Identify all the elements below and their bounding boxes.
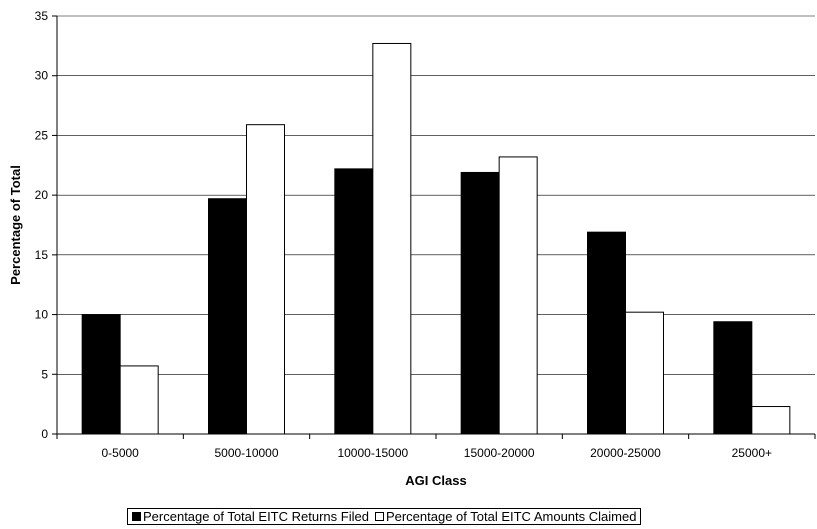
y-tick-label: 0	[41, 427, 48, 441]
y-axis-title: Percentage of Total	[8, 165, 23, 285]
x-tick-label: 0-5000	[101, 446, 139, 460]
legend-item-amounts: Percentage of Total EITC Amounts Claimed	[374, 509, 637, 524]
y-tick-label: 20	[35, 188, 49, 202]
legend-item-returns: Percentage of Total EITC Returns Filed	[132, 509, 369, 524]
x-axis-title: AGI Class	[405, 473, 466, 488]
bar-amounts-claimed	[119, 365, 159, 435]
x-tick-label: 25000+	[732, 446, 772, 460]
bar-returns-filed	[81, 314, 121, 435]
y-tick-label: 25	[35, 128, 49, 142]
legend-label-amounts: Percentage of Total EITC Amounts Claimed	[385, 509, 637, 524]
y-tick-label: 35	[35, 9, 49, 23]
legend-swatch-amounts	[374, 512, 384, 521]
legend: Percentage of Total EITC Returns Filed P…	[127, 508, 642, 525]
bar-returns-filed	[713, 321, 753, 435]
x-tick-label: 15000-20000	[464, 446, 535, 460]
bar-returns-filed	[587, 231, 626, 435]
x-axis-ticks: 0-5000 5000-10000 10000-15000 15000-20000 20…	[56, 434, 816, 460]
bar-returns-filed	[334, 168, 374, 435]
bar-amounts-claimed	[751, 406, 791, 435]
y-tick-label: 10	[35, 308, 49, 322]
bar-amounts-claimed	[625, 311, 664, 435]
y-tick-label: 30	[35, 69, 49, 83]
bar-returns-filed	[208, 198, 247, 435]
bar-amounts-claimed	[498, 156, 538, 435]
legend-swatch-returns	[132, 512, 141, 521]
bar-amounts-claimed	[372, 42, 412, 435]
x-tick-label: 20000-25000	[590, 446, 661, 460]
bar-returns-filed	[460, 171, 500, 435]
bar-amounts-claimed	[246, 124, 285, 435]
x-tick-label: 5000-10000	[214, 446, 278, 460]
y-tick-label: 15	[35, 248, 49, 262]
bars	[81, 42, 791, 435]
x-tick-label: 10000-15000	[337, 446, 408, 460]
gridlines	[57, 15, 815, 375]
legend-label-returns: Percentage of Total EITC Returns Filed	[143, 509, 369, 524]
y-tick-label: 5	[41, 367, 48, 381]
y-axis-ticks: 0 5 10 15 20 25 30 35	[35, 9, 57, 441]
